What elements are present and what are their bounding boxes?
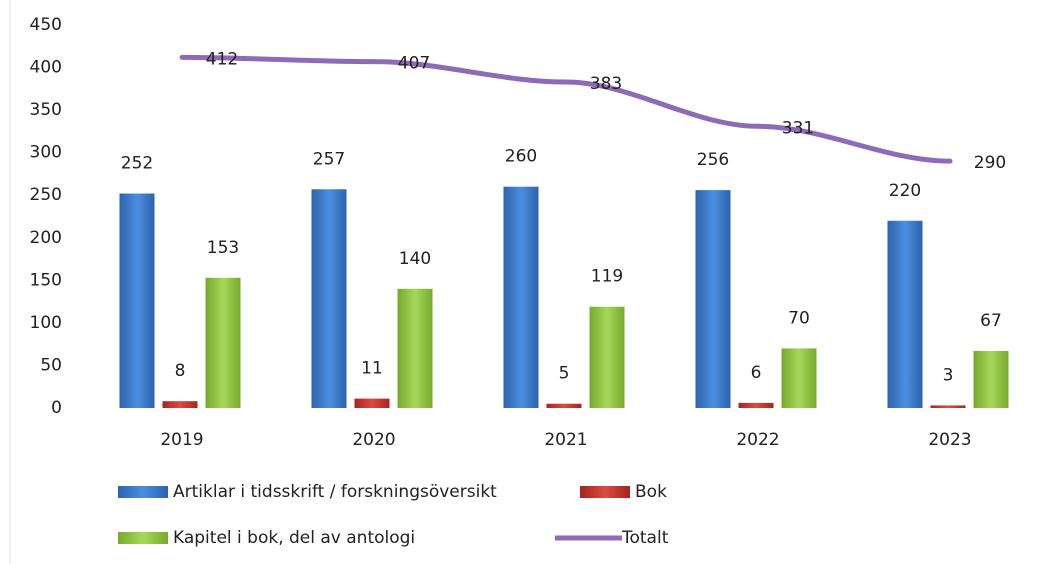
total-line xyxy=(179,54,953,164)
bar xyxy=(738,402,774,408)
y-tick-label: 50 xyxy=(40,355,62,375)
data-label: 153 xyxy=(207,238,239,258)
bar xyxy=(354,398,390,408)
y-tick-label: 350 xyxy=(30,100,62,120)
bar xyxy=(695,190,731,408)
y-tick-label: 400 xyxy=(30,58,62,78)
bar xyxy=(311,189,347,408)
data-label: 220 xyxy=(889,181,921,201)
y-tick-label: 250 xyxy=(30,185,62,205)
legend-marker xyxy=(118,532,168,544)
y-tick-label: 150 xyxy=(30,270,62,290)
x-tick-label: 2023 xyxy=(928,430,971,450)
data-label: 256 xyxy=(697,150,729,170)
legend-marker xyxy=(118,486,168,498)
data-label: 257 xyxy=(313,149,345,169)
x-tick-label: 2022 xyxy=(736,430,779,450)
x-tick-label: 2019 xyxy=(160,430,203,450)
bar xyxy=(503,186,539,408)
bar xyxy=(781,348,817,408)
data-label: 11 xyxy=(361,359,383,379)
y-tick-label: 200 xyxy=(30,228,62,248)
data-label: 331 xyxy=(782,118,814,138)
data-label: 412 xyxy=(206,49,238,69)
y-tick-label: 0 xyxy=(51,398,62,418)
y-tick-label: 300 xyxy=(30,143,62,163)
legend-label: Bok xyxy=(635,482,667,502)
data-label: 8 xyxy=(175,361,186,381)
data-label: 383 xyxy=(590,74,622,94)
data-label: 252 xyxy=(121,154,153,174)
legend-label: Kapitel i bok, del av antologi xyxy=(173,528,415,548)
legend-label: Totalt xyxy=(621,528,669,548)
data-label: 5 xyxy=(559,364,570,384)
bar xyxy=(887,220,923,408)
bar xyxy=(589,306,625,408)
data-label: 67 xyxy=(980,311,1002,331)
x-tick-label: 2021 xyxy=(544,430,587,450)
bar xyxy=(973,350,1009,408)
bar xyxy=(162,401,198,408)
bar xyxy=(397,288,433,408)
data-label: 119 xyxy=(591,267,623,287)
legend-label: Artiklar i tidsskrift / forskningsöversi… xyxy=(173,482,497,502)
bar xyxy=(119,193,155,408)
y-tick-label: 450 xyxy=(30,15,62,35)
legend-marker xyxy=(580,486,630,498)
bar xyxy=(546,403,582,408)
data-label: 260 xyxy=(505,147,537,167)
y-tick-label: 100 xyxy=(30,313,62,333)
x-tick-label: 2020 xyxy=(352,430,395,450)
data-label: 407 xyxy=(398,54,430,74)
data-label: 6 xyxy=(751,363,762,383)
bar xyxy=(930,405,966,408)
bar xyxy=(205,277,241,408)
data-label: 290 xyxy=(974,153,1006,173)
data-label: 70 xyxy=(788,308,810,328)
data-label: 140 xyxy=(399,249,431,269)
data-label: 3 xyxy=(943,365,954,385)
